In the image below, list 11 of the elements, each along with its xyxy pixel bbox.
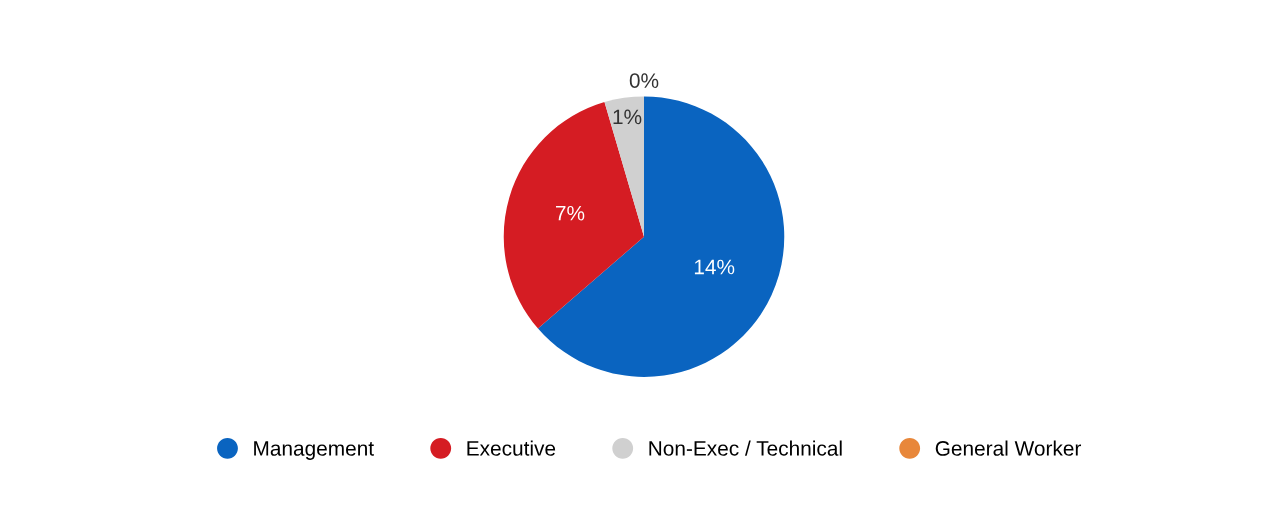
legend-label: General Worker: [935, 440, 1082, 456]
legend-label: Management: [254, 441, 374, 460]
legend-label: Non-Exec / Technical: [649, 440, 842, 456]
pie-slice: [537, 96, 785, 377]
data-label: 7%: [555, 205, 585, 221]
legend-label: Executive: [467, 440, 556, 456]
data-label: 14%: [694, 259, 735, 275]
pie-slice: [503, 102, 644, 329]
data-label: 1%: [613, 109, 642, 125]
pie-slice: [604, 96, 644, 237]
text: 0%: [629, 73, 659, 88]
